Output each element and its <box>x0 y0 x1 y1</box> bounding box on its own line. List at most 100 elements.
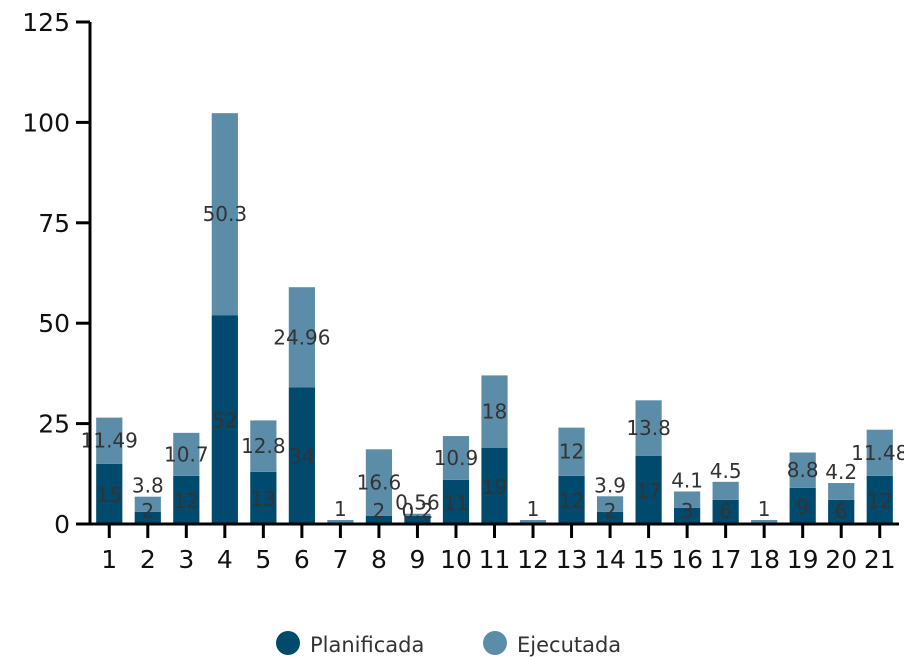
bar-segment-ejecutada <box>442 436 470 480</box>
bar-segment-planificada <box>442 479 470 524</box>
bar-segment-planificada <box>866 475 893 524</box>
x-tick-label: 2 <box>140 545 156 574</box>
data-label-ejecutada: 12.8 <box>241 434 286 458</box>
bar-segment-planificada <box>211 315 238 524</box>
bar-segment-planificada <box>173 475 200 524</box>
bar-segment-ejecutada <box>288 287 315 388</box>
bar-segment-ejecutada <box>635 400 662 456</box>
x-tick-label: 21 <box>864 545 896 574</box>
bar-segment-ejecutada <box>211 113 238 316</box>
bar-segment-planificada <box>365 515 393 524</box>
data-label-planificada: 2 <box>604 499 617 523</box>
legend-marker-ejecutada <box>483 631 507 655</box>
data-label-ejecutada: 3.8 <box>132 474 164 498</box>
x-tick-label: 18 <box>748 545 780 574</box>
y-tick-label: 75 <box>38 209 70 238</box>
data-label-ejecutada: 4.1 <box>671 468 703 492</box>
data-label-planificada: 2 <box>373 499 386 523</box>
bar-segment-ejecutada <box>134 496 161 512</box>
x-tick-label: 17 <box>710 545 742 574</box>
data-label-planificada: 2 <box>141 499 154 523</box>
data-label-planificada: 19 <box>482 475 507 499</box>
data-label-ejecutada: 13.8 <box>626 416 671 440</box>
bar-segment-planificada <box>789 487 816 524</box>
data-label-planificada: 12 <box>867 489 892 513</box>
bar-segment-planificada <box>404 515 431 524</box>
bar-segment-planificada <box>712 499 739 524</box>
x-tick-label: 13 <box>556 545 588 574</box>
bar-segment-ejecutada <box>828 483 855 500</box>
x-tick-label: 15 <box>633 545 665 574</box>
bar-segment-ejecutada <box>751 519 778 524</box>
x-tick-label: 12 <box>517 545 549 574</box>
data-label-planificada: 52 <box>212 409 237 433</box>
data-label-planificada: 6 <box>835 499 848 523</box>
bar-segment-ejecutada <box>674 491 701 508</box>
y-tick-label: 25 <box>38 410 70 439</box>
data-label-planificada: 11 <box>443 491 468 515</box>
bar-segment-planificada <box>250 471 277 524</box>
data-label-planificada: 3 <box>681 499 694 523</box>
bars-group <box>96 113 893 524</box>
y-tick-label: 0 <box>54 510 70 539</box>
data-label-ejecutada: 0.56 <box>395 491 440 515</box>
y-tick-label: 125 <box>22 8 70 37</box>
data-label-planificada: 13 <box>251 487 276 511</box>
bar-segment-ejecutada <box>404 513 431 516</box>
data-label-planificada: 17 <box>636 479 661 503</box>
x-tick-label: 16 <box>671 545 703 574</box>
y-tick-label: 100 <box>22 108 70 137</box>
data-label-ejecutada: 1 <box>527 497 540 521</box>
bar-segment-ejecutada <box>250 420 277 472</box>
x-tick-label: 7 <box>332 545 348 574</box>
bar-segment-planificada <box>828 499 855 524</box>
legend: Planificada Ejecutada <box>276 631 621 657</box>
x-tick-label: 6 <box>294 545 310 574</box>
bar-segment-planificada <box>596 511 624 524</box>
x-tick-label: 5 <box>255 545 271 574</box>
y-axis-ticks: 0 25 50 75 100 125 <box>22 8 90 539</box>
bar-segment-planificada <box>481 447 508 524</box>
x-tick-label: 19 <box>787 545 819 574</box>
data-label-ejecutada: 1 <box>758 497 771 521</box>
x-tick-label: 1 <box>101 545 117 574</box>
bar-segment-ejecutada <box>712 481 739 500</box>
x-tick-label: 10 <box>440 545 472 574</box>
bar-segment-ejecutada <box>596 496 624 512</box>
x-tick-label: 3 <box>178 545 194 574</box>
legend-label-ejecutada: Ejecutada <box>517 633 621 657</box>
bar-segment-planificada <box>288 387 315 524</box>
data-label-ejecutada: 10.9 <box>434 446 479 470</box>
data-label-ejecutada: 4.2 <box>825 460 857 484</box>
data-label-planificada: 12 <box>559 489 584 513</box>
x-tick-label: 20 <box>825 545 857 574</box>
bar-segment-ejecutada <box>789 452 816 488</box>
data-label-ejecutada: 4.5 <box>710 459 742 483</box>
data-label-ejecutada: 8.8 <box>787 458 819 482</box>
bar-segment-ejecutada <box>519 519 547 524</box>
bar-segment-planificada <box>635 455 662 524</box>
x-tick-label: 9 <box>409 545 425 574</box>
bar-segment-ejecutada <box>173 432 200 476</box>
x-tick-label: 4 <box>217 545 233 574</box>
bar-segment-planificada <box>134 511 161 524</box>
data-label-planificada: 0.2 <box>402 499 434 523</box>
data-label-ejecutada: 3.9 <box>594 473 626 497</box>
data-label-ejecutada: 12 <box>559 440 584 464</box>
data-label-ejecutada: 11.48 <box>851 441 904 465</box>
bar-segment-ejecutada <box>96 417 123 464</box>
bar-segment-ejecutada <box>481 375 508 448</box>
x-tick-label: 14 <box>594 545 626 574</box>
data-label-ejecutada: 1 <box>334 497 347 521</box>
data-label-ejecutada: 18 <box>482 400 507 424</box>
x-axis-ticks: 1 2 3 4 5 6 7 8 9 10 11 12 13 14 15 16 17 18 19 20 21 <box>101 524 896 574</box>
data-label-planificada: 6 <box>719 499 732 523</box>
data-label-ejecutada: 24.96 <box>273 325 330 349</box>
y-tick-label: 50 <box>38 309 70 338</box>
bar-segment-ejecutada <box>365 449 393 516</box>
x-tick-label: 8 <box>371 545 387 574</box>
data-label-planificada: 34 <box>289 445 314 469</box>
data-label-ejecutada: 16.6 <box>357 471 402 495</box>
